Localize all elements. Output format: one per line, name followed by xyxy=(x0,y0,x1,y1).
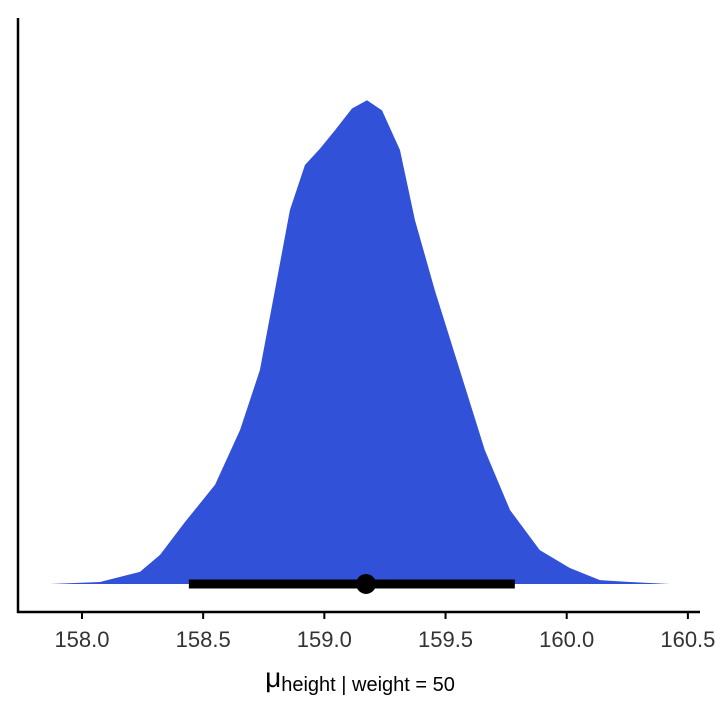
x-tick-label: 159.5 xyxy=(418,627,473,652)
x-tick-label: 160.0 xyxy=(539,627,594,652)
x-tick-label: 160.5 xyxy=(660,627,715,652)
x-axis-symbol: μ xyxy=(265,662,281,693)
x-tick-label: 159.0 xyxy=(297,627,352,652)
x-axis-subscript: height | weight = 50 xyxy=(281,674,455,696)
x-tick-label: 158.0 xyxy=(54,627,109,652)
density-slab xyxy=(49,100,670,584)
x-tick-label: 158.5 xyxy=(176,627,231,652)
x-axis-title: μheight | weight = 50 xyxy=(265,662,455,696)
point-estimate xyxy=(356,573,377,594)
